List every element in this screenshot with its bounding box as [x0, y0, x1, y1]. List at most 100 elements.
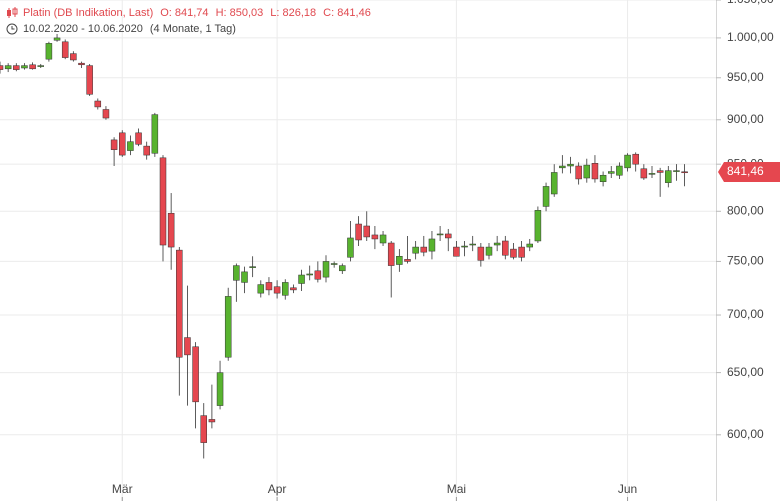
candle-body	[176, 249, 183, 358]
candle-body	[469, 243, 476, 246]
candle-body	[485, 246, 493, 256]
candle-body	[322, 261, 330, 278]
candle-body	[550, 172, 558, 195]
candle-body	[624, 154, 631, 169]
candle-body	[396, 256, 403, 265]
y-tick-label: 1.050,00	[727, 0, 774, 6]
candle-body	[632, 153, 639, 165]
candle-body	[119, 132, 126, 156]
y-tick-label: 700,00	[727, 307, 764, 321]
candle-body	[648, 173, 656, 175]
candle-body	[21, 65, 28, 69]
candle-body	[599, 174, 607, 182]
candle-body	[265, 282, 273, 291]
y-tick-label: 650,00	[727, 365, 764, 379]
candle-body	[363, 225, 370, 238]
candle-body	[200, 415, 207, 443]
candle-body	[404, 259, 411, 262]
candle-body	[591, 163, 599, 180]
candle-icon	[7, 7, 18, 18]
candle-body	[379, 234, 387, 244]
duration: (4 Monate, 1 Tag)	[149, 23, 236, 35]
candle-body	[70, 53, 77, 61]
grid: Mär Apr Mai Jun	[0, 0, 716, 501]
candle-body	[78, 62, 85, 66]
candle-body	[314, 270, 322, 280]
header-line-1: Platin (DB Indikation, Last) O: 841,74 H…	[6, 5, 378, 21]
candle-body	[461, 245, 468, 248]
candle-body	[241, 271, 248, 283]
candle-body	[127, 141, 134, 151]
candle-body	[583, 164, 591, 179]
candle-body	[510, 248, 517, 258]
ohlc: L: 826,18	[270, 7, 317, 19]
candle-body	[608, 171, 615, 174]
candle-body	[347, 237, 354, 258]
candle-body	[257, 284, 265, 294]
last-price-tag	[718, 162, 780, 183]
x-tick-label: Jun	[618, 482, 637, 496]
candle-body	[102, 109, 110, 119]
candle-body	[355, 223, 362, 241]
clock-icon	[6, 23, 18, 35]
candle-body	[110, 139, 118, 150]
candle-body	[681, 171, 688, 174]
candle-body	[53, 37, 61, 41]
candle-body	[428, 238, 436, 252]
candle-body	[665, 170, 672, 183]
candle-body	[94, 100, 102, 108]
candle-body	[640, 168, 648, 179]
candle-body	[224, 296, 232, 358]
candle-body	[45, 43, 53, 60]
candle-body	[526, 243, 533, 248]
candle-body	[273, 286, 281, 294]
date-range: 10.02.2020 - 10.06.2020	[23, 23, 143, 35]
candle-body	[184, 337, 191, 356]
y-tick-label: 600,00	[727, 427, 764, 441]
last-price-label: 841,46	[727, 164, 764, 178]
header: Platin (DB Indikation, Last) O: 841,74 H…	[0, 0, 378, 37]
candle-body	[567, 163, 574, 167]
candle-body	[330, 263, 338, 265]
candle-body	[534, 210, 542, 242]
candle-body	[159, 157, 167, 246]
candle-body	[616, 165, 623, 176]
candle-body	[233, 265, 240, 281]
candle-body	[420, 246, 428, 253]
candle-body	[61, 41, 69, 58]
instrument: Platin (DB Indikation, Last)	[23, 7, 154, 19]
candle-body	[502, 240, 509, 256]
candles	[0, 34, 688, 459]
candle-body	[575, 165, 582, 180]
candle-body	[0, 65, 4, 70]
candle-body	[453, 246, 460, 257]
candle-body	[290, 287, 297, 291]
candle-body	[86, 65, 93, 95]
y-tick-label: 950,00	[727, 70, 764, 84]
candle-body	[29, 64, 36, 70]
x-tick-label: Mai	[447, 482, 466, 496]
candle-body	[37, 65, 44, 67]
y-tick-label: 800,00	[727, 203, 764, 217]
x-tick-label: Mär	[112, 482, 133, 496]
y-tick-label: 900,00	[727, 112, 764, 126]
candle-body	[542, 186, 550, 207]
candle-body	[249, 266, 256, 268]
candle-body	[298, 274, 305, 284]
candle-body	[387, 242, 395, 266]
candle-body	[282, 282, 289, 296]
ohlc: H: 850,03	[215, 7, 264, 19]
candle-body	[371, 234, 379, 240]
ohlc: O: 841,74	[160, 7, 209, 19]
candle-body	[339, 265, 346, 272]
y-tick-label: 750,00	[727, 254, 764, 268]
candle-body	[208, 419, 216, 423]
candle-body	[656, 170, 664, 173]
candle-body	[477, 246, 485, 261]
candle-body	[673, 170, 680, 172]
x-tick-label: Apr	[268, 482, 287, 496]
candle-body	[135, 132, 142, 145]
header-line-2: 10.02.2020 - 10.06.2020 (4 Monate, 1 Tag…	[6, 21, 378, 37]
candle-body	[4, 65, 12, 70]
